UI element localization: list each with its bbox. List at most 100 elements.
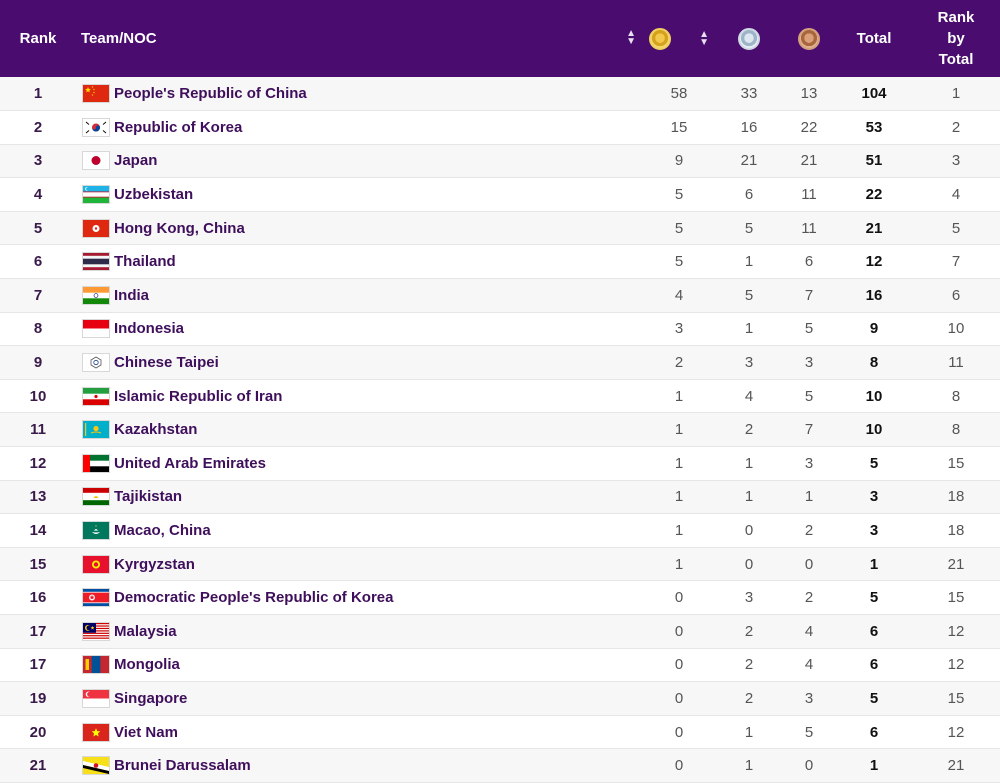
team-link[interactable]: Indonesia	[114, 320, 185, 338]
rank-cell: 10	[29, 387, 47, 405]
bronze-count-cell: 4	[804, 656, 814, 674]
team-link[interactable]: Malaysia	[114, 622, 177, 640]
malaysia-flag-icon	[82, 621, 110, 641]
silver-column-header[interactable]	[716, 0, 782, 77]
total-cell: 5	[869, 454, 879, 472]
rank-cell: 4	[33, 186, 43, 204]
table-row: 20 Viet Nam 0 1 5 6 12	[0, 715, 1000, 749]
sort-icon[interactable]: ▲ ▼	[626, 28, 636, 47]
sort-icon[interactable]: ▲ ▼	[699, 28, 710, 48]
gold-count-cell: 1	[674, 488, 684, 506]
gold-count-cell: 0	[674, 589, 684, 607]
team-link[interactable]: Republic of Korea	[114, 118, 243, 136]
gold-count-cell: 9	[674, 152, 684, 170]
rank-by-total-cell: 7	[951, 253, 961, 271]
team-link[interactable]: Thailand	[114, 253, 176, 271]
mongolia-flag-icon	[82, 655, 110, 675]
total-cell: 12	[865, 253, 883, 271]
team-link[interactable]: India	[114, 286, 150, 304]
rank-cell: 8	[33, 320, 43, 338]
team-link[interactable]: Hong Kong, China	[114, 219, 245, 237]
rank-by-total-line-2: by	[947, 30, 965, 47]
team-link[interactable]: Uzbekistan	[114, 186, 194, 204]
kazakhstan-flag-icon	[82, 420, 110, 440]
team-link[interactable]: Mongolia	[114, 656, 180, 674]
silver-count-cell: 2	[744, 689, 754, 707]
bronze-medal-icon	[798, 27, 820, 50]
singapore-flag-icon	[82, 688, 110, 708]
rank-cell: 5	[33, 219, 43, 237]
rank-by-total-cell: 12	[947, 723, 965, 741]
bronze-count-cell: 7	[804, 286, 814, 304]
team-link[interactable]: Kazakhstan	[114, 421, 198, 439]
bronze-count-cell: 1	[804, 488, 814, 506]
uae-flag-icon	[82, 453, 110, 473]
team-link[interactable]: Chinese Taipei	[114, 354, 219, 372]
gold-count-cell: 1	[674, 454, 684, 472]
silver-count-cell: 1	[744, 488, 754, 506]
bronze-count-cell: 11	[801, 219, 817, 237]
rank-cell: 17	[29, 622, 47, 640]
gold-count-cell: 0	[674, 622, 684, 640]
hong-kong-flag-icon	[82, 218, 110, 238]
team-link[interactable]: People's Republic of China	[114, 85, 307, 103]
total-cell: 21	[865, 219, 883, 237]
bronze-column-header[interactable]	[782, 0, 836, 77]
total-column-header[interactable]: Total	[856, 30, 892, 47]
rank-cell: 19	[29, 689, 47, 707]
bronze-count-cell: 5	[804, 320, 814, 338]
silver-count-cell: 4	[744, 387, 754, 405]
rank-column-header[interactable]: Rank	[19, 30, 57, 47]
indonesia-flag-icon	[82, 319, 110, 339]
rank-cell: 15	[29, 555, 47, 573]
team-link[interactable]: United Arab Emirates	[114, 454, 266, 472]
rank-cell: 3	[33, 152, 43, 170]
rank-cell: 2	[33, 118, 43, 136]
team-cell: Indonesia	[76, 312, 642, 346]
team-link[interactable]: Islamic Republic of Iran	[114, 387, 283, 405]
table-row: 13 Tajikistan 1 1 1 3 18	[0, 480, 1000, 514]
gold-count-cell: 1	[674, 522, 684, 540]
korea-flag-icon	[82, 117, 110, 137]
rank-cell: 11	[30, 421, 46, 439]
rank-by-total-cell: 3	[951, 152, 961, 170]
rank-by-total-column-header[interactable]: Rank by Total	[912, 0, 1000, 77]
team-cell: Uzbekistan	[76, 178, 642, 212]
total-cell: 5	[869, 589, 879, 607]
team-link[interactable]: Japan	[114, 152, 158, 170]
team-column-header[interactable]: Team/NOC ▲ ▼	[76, 0, 642, 77]
japan-flag-icon	[82, 151, 110, 171]
gold-column-header[interactable]: ▲ ▼	[642, 0, 716, 77]
team-link[interactable]: Brunei Darussalam	[114, 757, 251, 775]
kyrgyzstan-flag-icon	[82, 554, 110, 574]
bronze-count-cell: 3	[804, 354, 814, 372]
team-cell: People's Republic of China	[76, 77, 642, 111]
team-link[interactable]: Singapore	[114, 689, 188, 707]
bronze-count-cell: 5	[804, 387, 814, 405]
team-cell: Brunei Darussalam	[76, 749, 642, 783]
rank-by-total-cell: 4	[951, 186, 961, 204]
silver-count-cell: 33	[740, 85, 758, 103]
gold-count-cell: 4	[674, 286, 684, 304]
silver-count-cell: 1	[744, 253, 754, 271]
rank-by-total-cell: 5	[951, 219, 961, 237]
dpr-korea-flag-icon	[82, 588, 110, 608]
team-link[interactable]: Kyrgyzstan	[114, 555, 195, 573]
total-cell: 53	[865, 118, 883, 136]
total-cell: 1	[869, 555, 879, 573]
gold-count-cell: 5	[674, 219, 684, 237]
vietnam-flag-icon	[82, 722, 110, 742]
total-cell: 5	[869, 689, 879, 707]
team-cell: Democratic People's Republic of Korea	[76, 581, 642, 615]
team-link[interactable]: Tajikistan	[114, 488, 183, 506]
gold-medal-icon	[648, 27, 671, 50]
table-row: 11 Kazakhstan 1 2 7 10 8	[0, 412, 1000, 447]
team-link[interactable]: Viet Nam	[114, 723, 178, 741]
team-link[interactable]: Macao, China	[114, 522, 211, 540]
total-cell: 3	[869, 488, 879, 506]
team-link[interactable]: Democratic People's Republic of Korea	[114, 589, 394, 607]
rank-by-total-cell: 10	[947, 320, 965, 338]
team-cell: Viet Nam	[76, 715, 642, 749]
table-row: 10 Islamic Republic of Iran 1 4 5 10 8	[0, 379, 1000, 413]
table-header: Rank Team/NOC ▲ ▼ ▲ ▼ Total Rank by Total	[0, 0, 1000, 77]
